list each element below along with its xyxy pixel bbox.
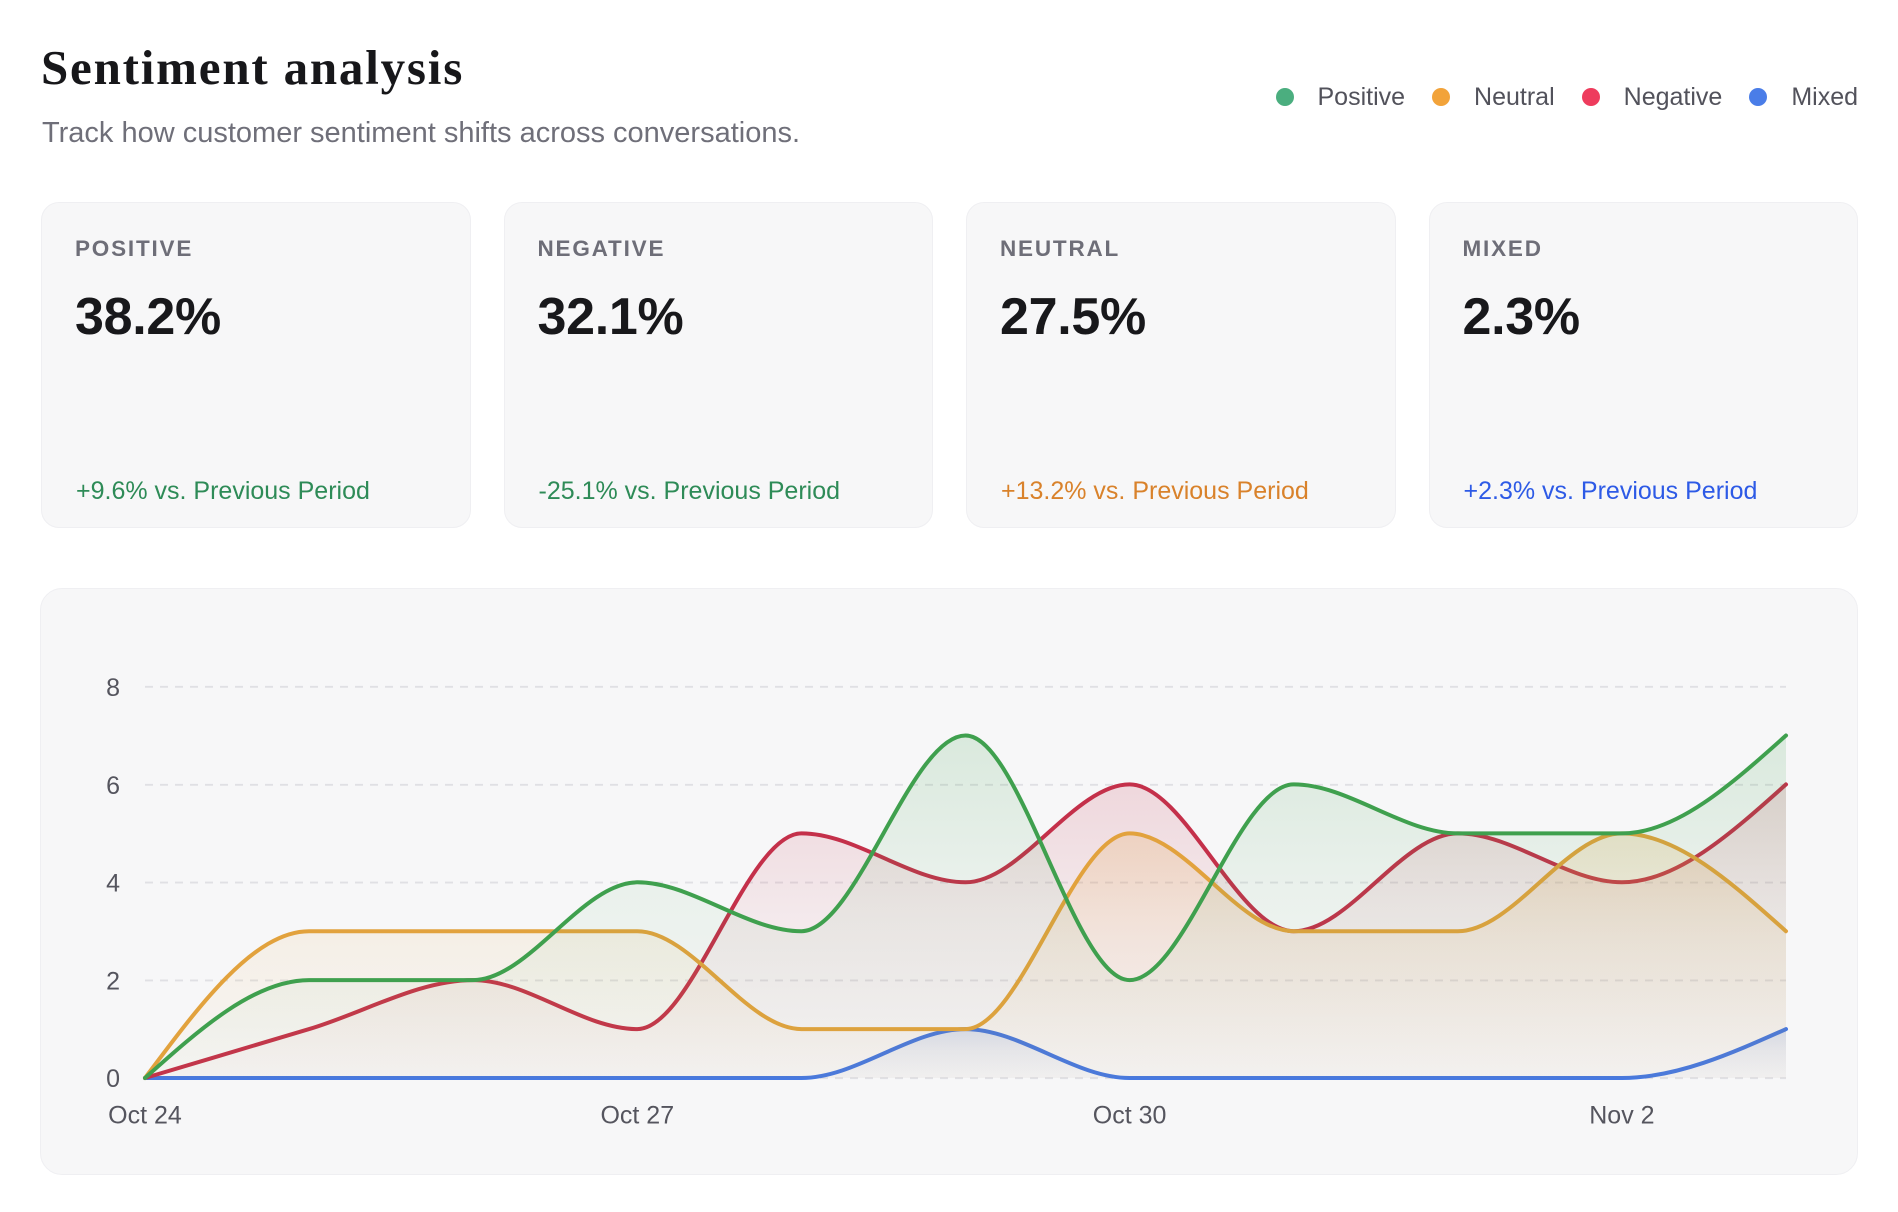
svg-text:Oct 30: Oct 30 [1093,1102,1167,1130]
svg-text:6: 6 [106,772,120,800]
svg-text:Oct 24: Oct 24 [108,1102,182,1130]
svg-text:Oct 27: Oct 27 [600,1102,674,1130]
svg-text:4: 4 [106,870,120,898]
svg-text:Nov 2: Nov 2 [1589,1102,1654,1130]
svg-text:2: 2 [106,967,120,995]
svg-text:8: 8 [106,674,120,702]
svg-text:0: 0 [106,1065,120,1093]
